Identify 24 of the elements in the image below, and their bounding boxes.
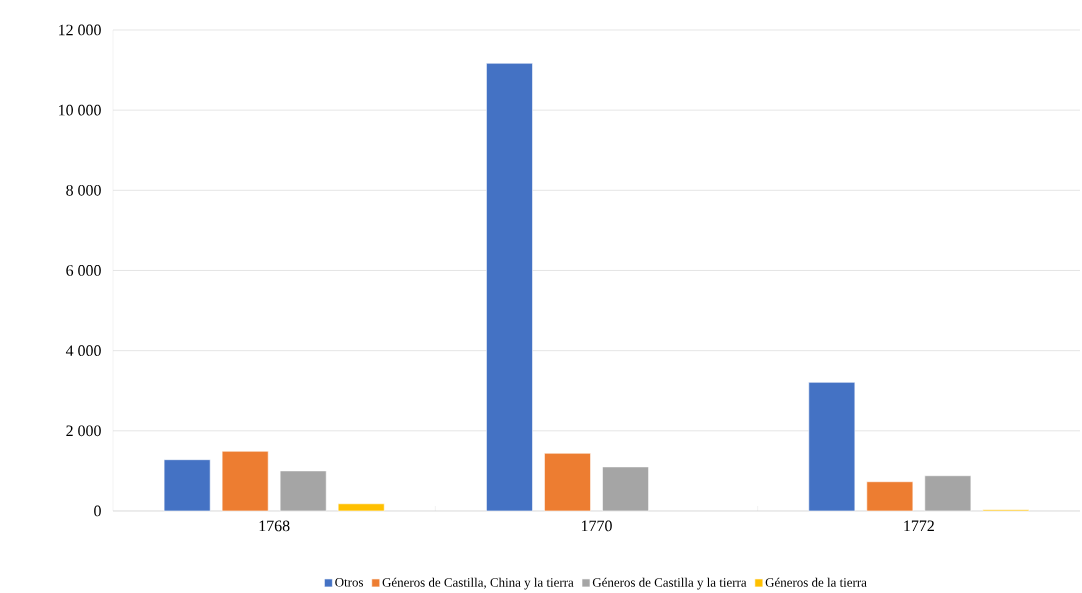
bar	[221, 450, 269, 512]
legend-label: Géneros de la tierra	[765, 577, 867, 587]
bar	[602, 466, 649, 512]
y-tick-label: 4 000	[65, 345, 101, 357]
y-tick-label: 0	[94, 505, 101, 517]
x-tick-label: 1770	[581, 520, 612, 532]
legend-label: Géneros de Castilla y la tierra	[592, 577, 747, 590]
bar	[544, 452, 591, 512]
y-tick-label: 12 000	[59, 24, 101, 36]
bar	[866, 481, 914, 512]
bar	[337, 503, 385, 512]
x-tick-label: 1772	[904, 520, 934, 532]
y-tick-label: 2 000	[66, 425, 101, 437]
y-tick-label: 8 000	[66, 184, 101, 196]
bar	[486, 62, 533, 512]
bar	[163, 459, 211, 512]
x-tick-label: 1768	[259, 520, 290, 532]
bar	[808, 382, 856, 512]
bar	[279, 470, 327, 512]
bar	[924, 475, 972, 512]
legend-label: Otros	[335, 577, 364, 587]
y-tick-label: 10 000	[59, 104, 101, 116]
y-tick-label: 6 000	[66, 265, 101, 276]
legend-label: Géneros de Castilla, China y la tierra	[382, 577, 574, 590]
